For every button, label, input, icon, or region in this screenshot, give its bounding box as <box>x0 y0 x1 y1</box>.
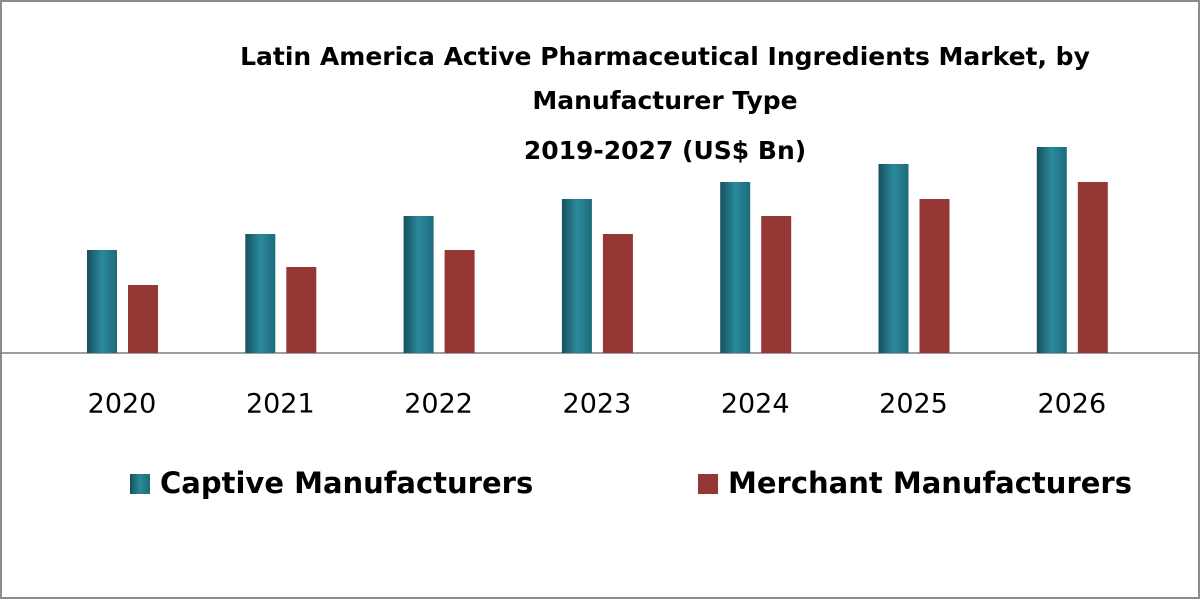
bar <box>561 199 592 353</box>
bar <box>878 164 909 353</box>
x-tick-label: 2025 <box>879 389 948 420</box>
x-tick-label: 2024 <box>721 389 790 420</box>
bar <box>286 267 317 353</box>
chart-title: Manufacturer Type <box>532 86 797 115</box>
bar <box>128 285 158 353</box>
x-tick-label: 2022 <box>404 389 473 420</box>
bar <box>761 216 792 353</box>
bar <box>87 250 117 353</box>
bar <box>245 234 276 353</box>
x-tick-label: 2023 <box>563 389 632 420</box>
legend-swatch <box>130 474 150 494</box>
chart-title: Latin America Active Pharmaceutical Ingr… <box>240 42 1090 71</box>
chart-subtitle: 2019-2027 (US$ Bn) <box>524 136 806 165</box>
legend-label: Captive Manufacturers <box>160 466 533 500</box>
x-tick-label: 2021 <box>246 389 315 420</box>
x-tick-label: 2020 <box>88 389 157 420</box>
legend-label: Merchant Manufacturers <box>728 466 1132 500</box>
bar <box>1077 182 1108 353</box>
bar <box>444 250 475 353</box>
bar <box>403 216 434 353</box>
bar <box>1036 147 1067 353</box>
bar <box>602 234 633 353</box>
x-tick-label: 2026 <box>1037 389 1106 420</box>
bar <box>720 182 751 353</box>
bar <box>919 199 950 353</box>
legend-swatch <box>698 474 718 494</box>
